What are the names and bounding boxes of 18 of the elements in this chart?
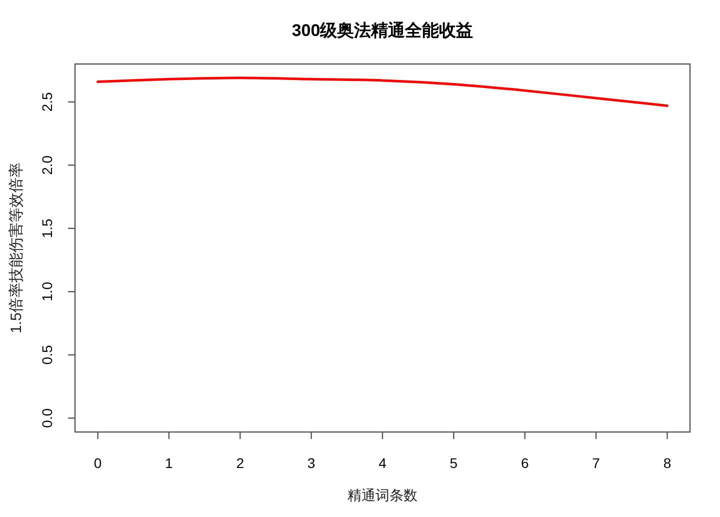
y-tick-label: 0.0 bbox=[39, 408, 55, 428]
x-tick-label: 5 bbox=[450, 455, 458, 471]
y-tick-label: 0.5 bbox=[39, 344, 55, 365]
x-tick-label: 2 bbox=[236, 455, 244, 471]
y-tick-label: 1.5 bbox=[39, 218, 55, 238]
y-tick-label: 2.5 bbox=[39, 92, 55, 112]
y-axis-title: 1.5倍率技能伤害等效倍率 bbox=[8, 162, 25, 334]
x-axis-title: 精通词条数 bbox=[348, 487, 418, 503]
chart-title: 300级奥法精通全能收益 bbox=[292, 21, 474, 40]
y-tick-label: 1.0 bbox=[39, 282, 55, 302]
x-tick-label: 3 bbox=[307, 455, 316, 471]
x-tick-label: 4 bbox=[378, 455, 387, 471]
x-tick-label: 1 bbox=[165, 455, 174, 471]
x-tick-label: 0 bbox=[94, 455, 102, 471]
x-tick-label: 7 bbox=[592, 455, 600, 471]
x-tick-label: 8 bbox=[663, 455, 672, 471]
y-tick-label: 2.0 bbox=[39, 155, 55, 175]
x-tick-label: 6 bbox=[520, 455, 529, 471]
